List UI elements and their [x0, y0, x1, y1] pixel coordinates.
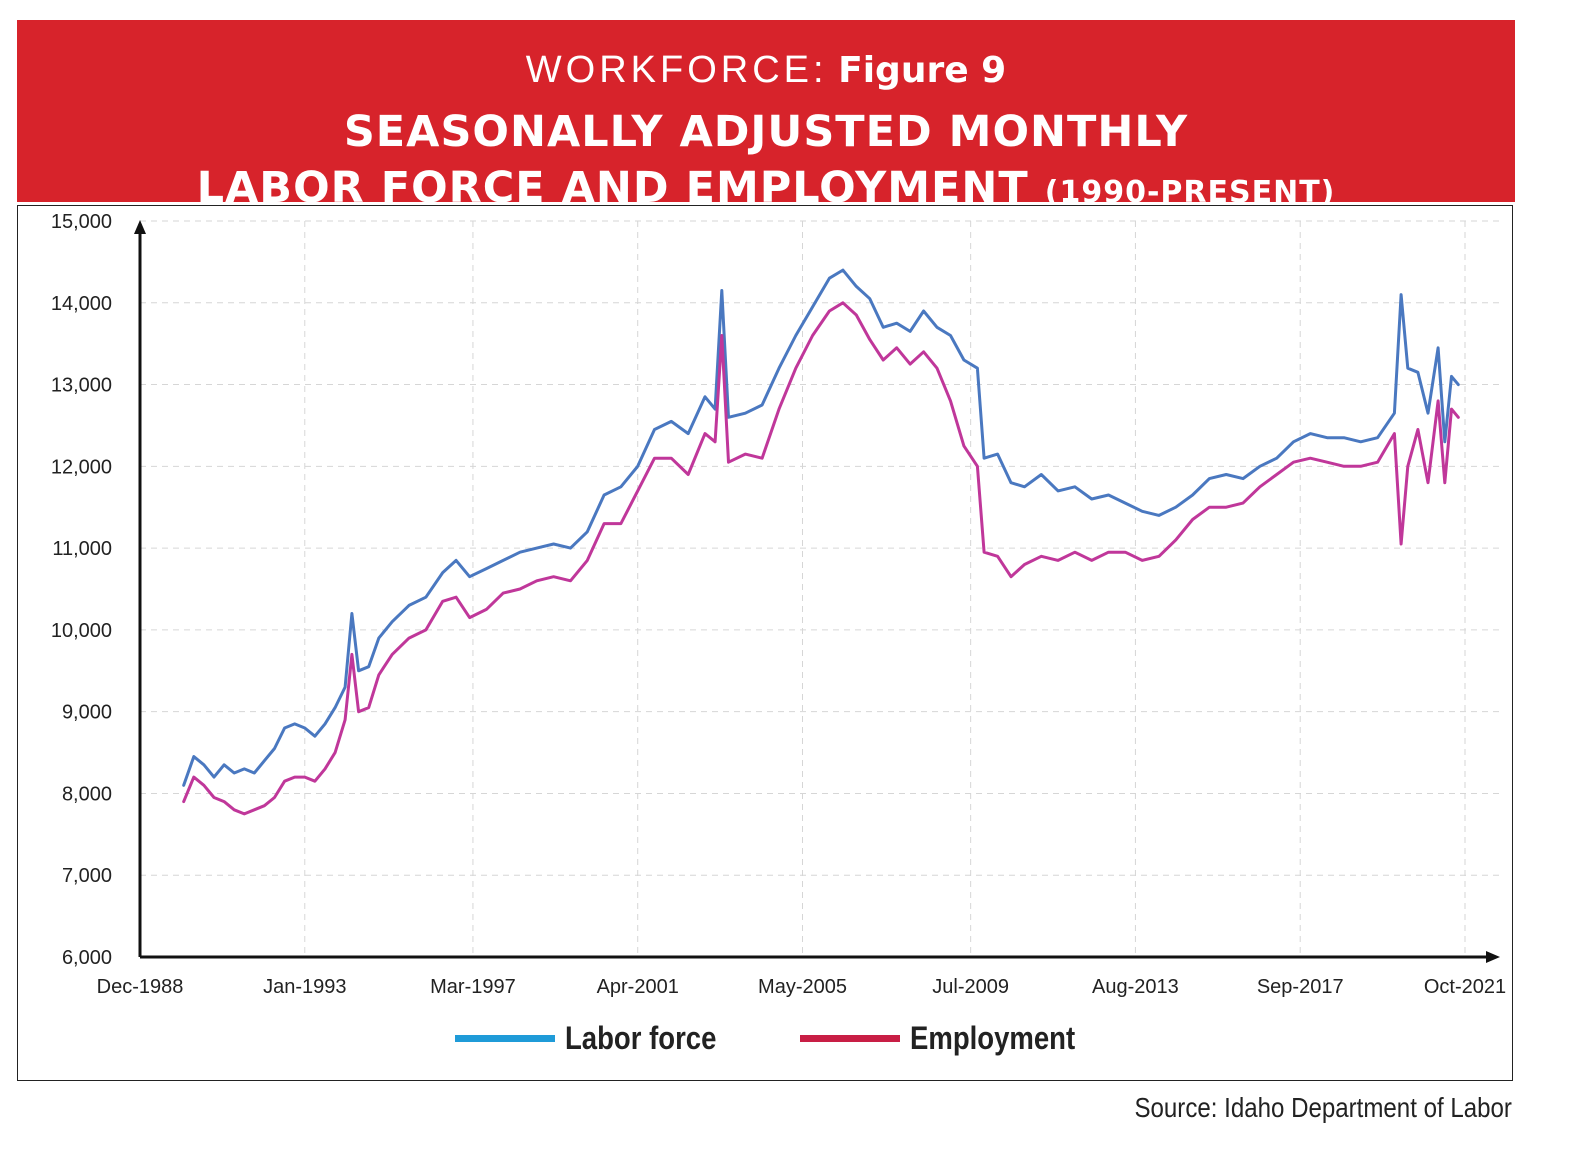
x-axis-arrow	[1486, 951, 1500, 963]
y-axis-arrow	[134, 220, 146, 234]
y-tick-label: 7,000	[62, 865, 112, 887]
figure-kicker: WORKFORCE:	[525, 49, 828, 91]
title-banner: WORKFORCE: Figure 9 SEASONALLY ADJUSTED …	[17, 20, 1515, 213]
chart-title: SEASONALLY ADJUSTED MONTHLY LABOR FORCE …	[17, 104, 1515, 221]
legend-item-labor-force: Labor force	[455, 1018, 741, 1058]
legend-item-employment: Employment	[800, 1018, 1102, 1058]
figure-label: WORKFORCE: Figure 9	[17, 48, 1515, 93]
x-tick-label: Oct-2021	[1424, 976, 1506, 998]
chart-title-line1: SEASONALLY ADJUSTED MONTHLY	[343, 107, 1189, 157]
chart-title-line2: LABOR FORCE AND EMPLOYMENT (1990-PRESENT…	[17, 160, 1515, 221]
y-tick-label: 12,000	[51, 456, 112, 478]
y-tick-label: 11,000	[52, 538, 112, 560]
chart-frame	[17, 205, 1513, 1081]
x-tick-label: Dec-1988	[97, 976, 184, 998]
x-tick-label: Aug-2013	[1092, 976, 1179, 998]
chart-title-main: LABOR FORCE AND EMPLOYMENT	[196, 163, 1029, 213]
x-tick-label: Jan-1993	[263, 976, 346, 998]
y-tick-label: 15,000	[51, 211, 112, 233]
labor-force-line	[182, 268, 1460, 787]
y-tick-label: 14,000	[51, 293, 112, 315]
employment-line	[182, 301, 1460, 816]
x-tick-label: Jul-2009	[932, 976, 1009, 998]
source-note: Source: Idaho Department of Labor	[1134, 1092, 1512, 1123]
x-tick-label: May-2005	[758, 976, 847, 998]
x-tick-label: Mar-1997	[430, 976, 516, 998]
labor-force-swatch	[455, 1034, 555, 1042]
legend-label-employment: Employment	[910, 1019, 1076, 1056]
employment-swatch	[800, 1034, 900, 1042]
figure-number: Figure 9	[838, 50, 1007, 91]
y-tick-label: 9,000	[62, 702, 112, 724]
x-tick-label: Sep-2017	[1257, 976, 1344, 998]
legend-label-labor-force: Labor force	[565, 1019, 717, 1056]
y-tick-label: 10,000	[51, 620, 112, 642]
y-tick-label: 6,000	[62, 947, 112, 969]
y-tick-label: 8,000	[62, 783, 112, 805]
chart-title-range: (1990-PRESENT)	[1044, 175, 1336, 210]
x-tick-label: Apr-2001	[597, 976, 679, 998]
y-tick-label: 13,000	[51, 375, 112, 397]
